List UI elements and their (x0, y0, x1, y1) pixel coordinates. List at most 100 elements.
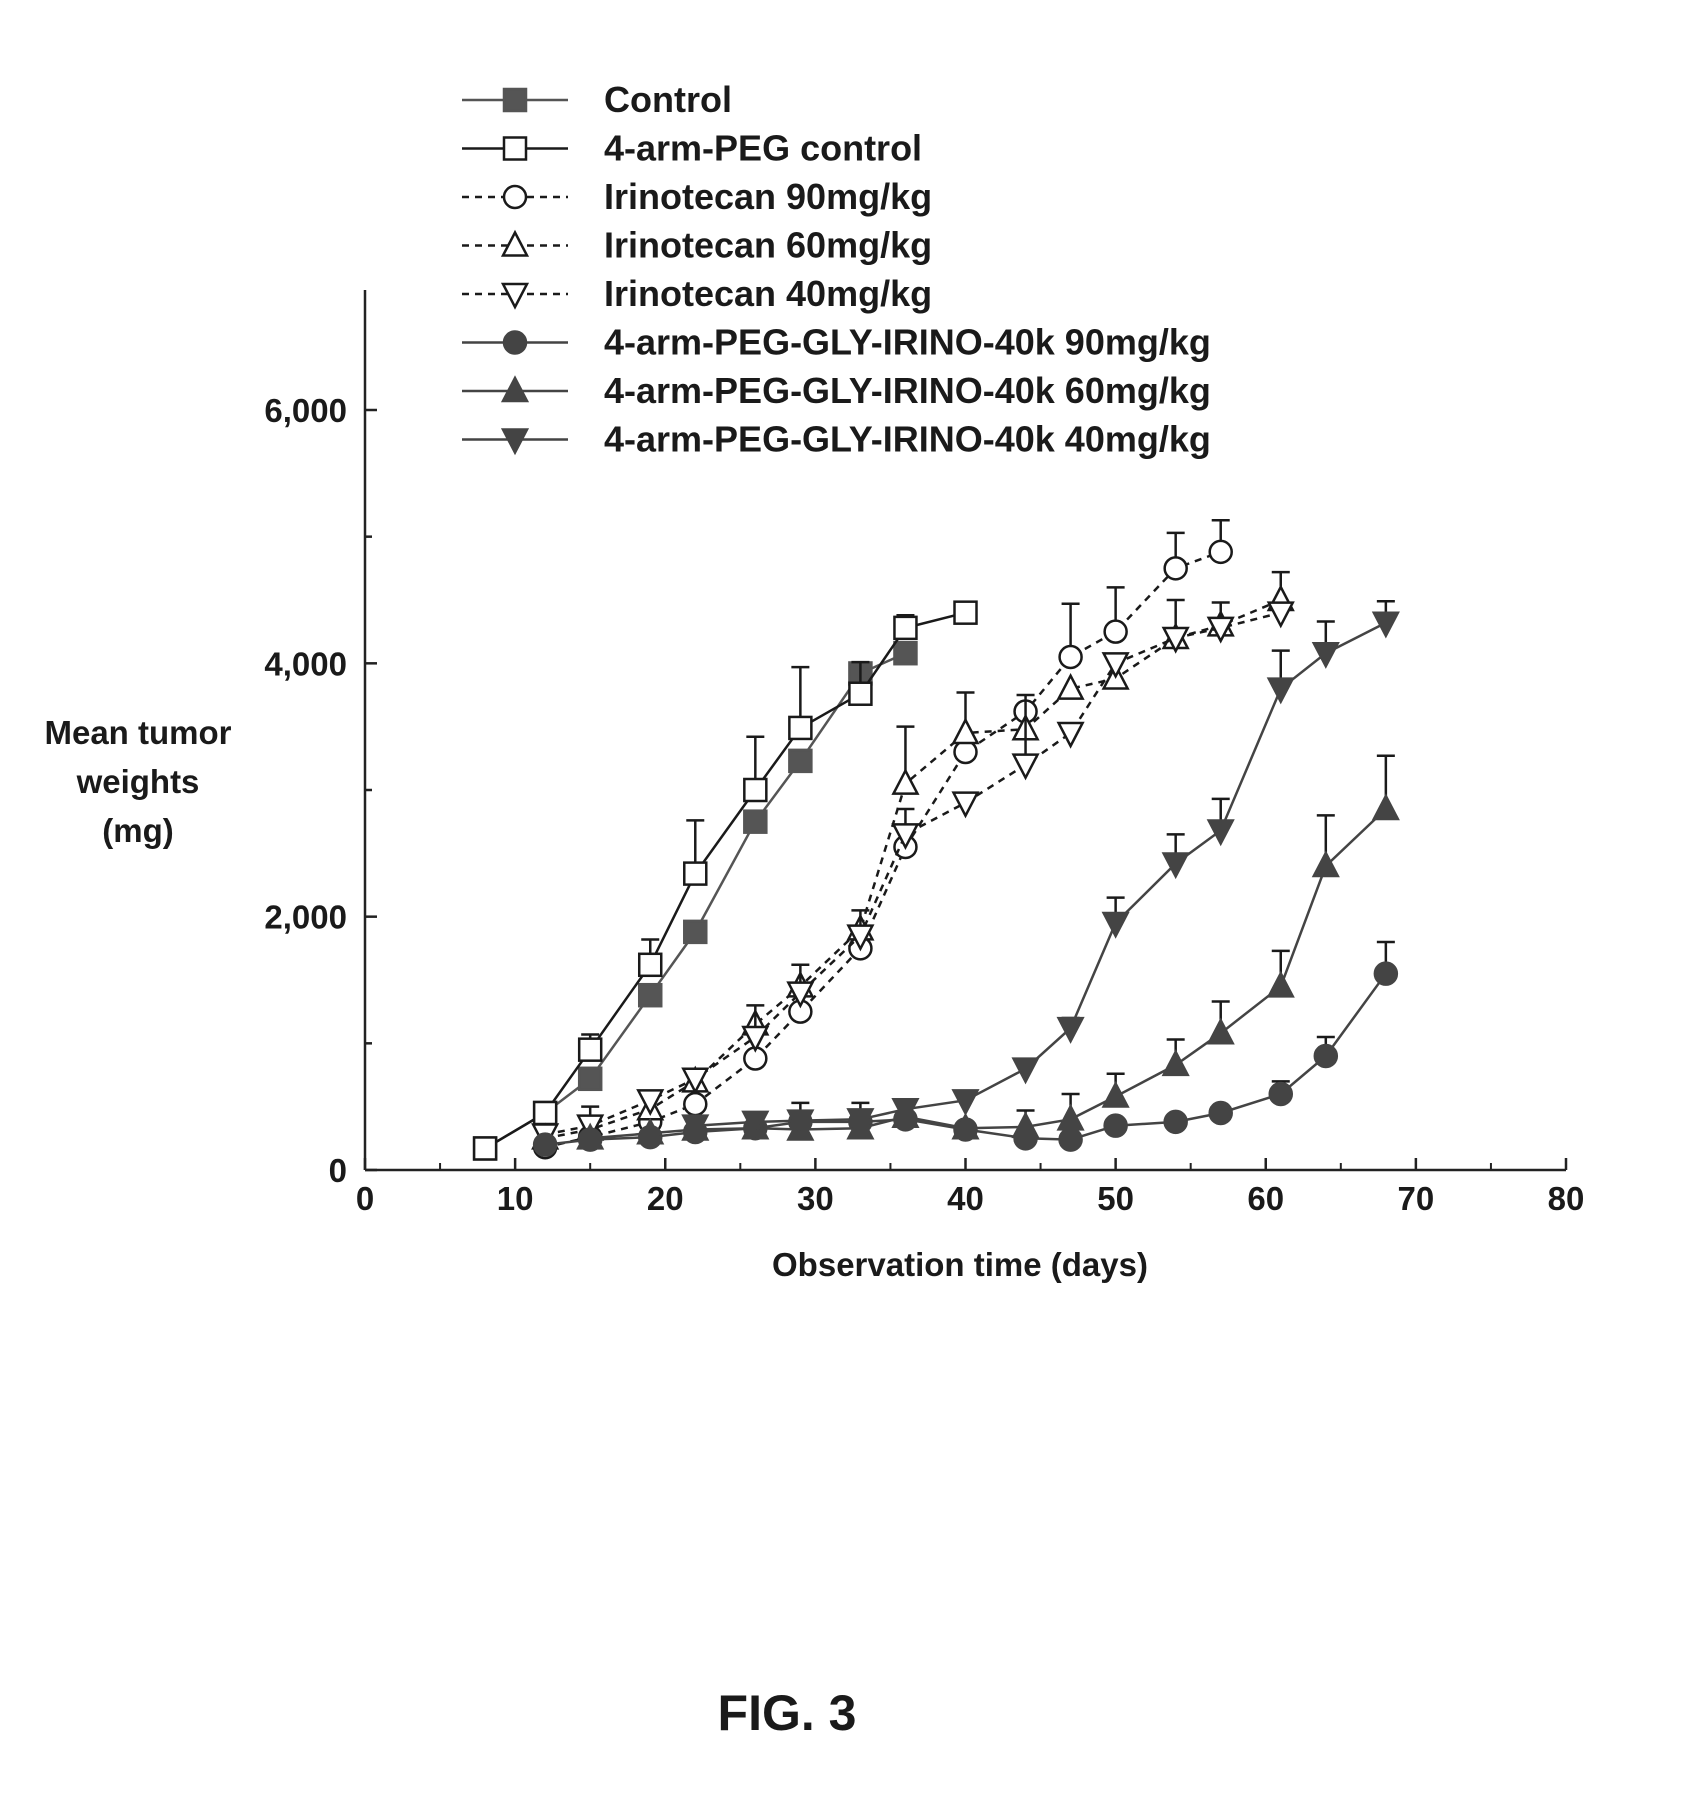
data-point (684, 1093, 706, 1115)
data-point (639, 984, 661, 1006)
legend: Control 4-arm-PEG control Irinotecan 90mg/… (462, 79, 1211, 460)
data-point (743, 1027, 767, 1050)
data-point (1104, 913, 1128, 936)
legend-label: 4-arm-PEG control (604, 128, 922, 169)
x-tick-label: 10 (497, 1180, 534, 1217)
data-point (1104, 1084, 1128, 1107)
y-axis-title-line: (mg) (102, 812, 173, 849)
data-point (1105, 621, 1127, 643)
data-point (1014, 1059, 1038, 1082)
data-point (894, 642, 916, 664)
legend-item: 4-arm-PEG-GLY-IRINO-40k 40mg/kg (462, 419, 1211, 460)
y-tick-label: 6,000 (264, 392, 347, 429)
legend-label: 4-arm-PEG-GLY-IRINO-40k 60mg/kg (604, 370, 1211, 411)
data-point (789, 750, 811, 772)
data-point (1270, 1083, 1292, 1105)
series-3 (534, 520, 1232, 1158)
legend-label: 4-arm-PEG-GLY-IRINO-40k 90mg/kg (604, 322, 1211, 363)
legend-label: Irinotecan 90mg/kg (604, 176, 932, 217)
data-point (893, 771, 917, 794)
legend-marker (504, 138, 526, 160)
data-point (1014, 755, 1038, 778)
legend-item: 4-arm-PEG-GLY-IRINO-40k 90mg/kg (462, 322, 1211, 363)
x-tick-label: 50 (1097, 1180, 1134, 1217)
legend-item: Irinotecan 90mg/kg (462, 176, 932, 217)
data-point (1059, 1106, 1083, 1129)
legend-marker (503, 430, 527, 453)
data-point (1210, 541, 1232, 563)
series-line (485, 613, 965, 1149)
legend-label: Irinotecan 60mg/kg (604, 225, 932, 266)
legend-marker (504, 332, 526, 354)
data-point (1209, 821, 1233, 844)
y-axis-title-line: weights (76, 763, 200, 800)
legend-marker (503, 378, 527, 401)
legend-item: Irinotecan 60mg/kg (462, 225, 932, 266)
data-point (534, 1134, 556, 1156)
data-point (955, 741, 977, 763)
x-tick-label: 0 (356, 1180, 374, 1217)
legend-marker (504, 89, 526, 111)
figure-caption: FIG. 3 (718, 1685, 857, 1741)
data-point (849, 683, 871, 705)
x-tick-label: 80 (1548, 1180, 1585, 1217)
data-point (744, 779, 766, 801)
data-point (639, 954, 661, 976)
series-layer (474, 520, 1398, 1159)
y-axis-title: Mean tumor weights (mg) (44, 714, 231, 849)
data-point (1165, 1111, 1187, 1133)
x-tick-label: 30 (797, 1180, 834, 1217)
data-point (1059, 1018, 1083, 1041)
data-point (1374, 796, 1398, 819)
x-axis-title: Observation time (days) (772, 1246, 1148, 1283)
data-point (1269, 973, 1293, 996)
data-point (534, 1102, 556, 1124)
y-tick-label: 4,000 (264, 645, 347, 682)
data-point (894, 617, 916, 639)
data-point (789, 717, 811, 739)
data-point (1060, 1129, 1082, 1151)
data-point (1105, 1115, 1127, 1137)
data-point (1165, 557, 1187, 579)
data-point (744, 811, 766, 833)
legend-label: 4-arm-PEG-GLY-IRINO-40k 40mg/kg (604, 419, 1211, 460)
x-tick-label: 70 (1398, 1180, 1435, 1217)
data-point (1060, 646, 1082, 668)
data-point (1375, 963, 1397, 985)
legend-item: 4-arm-PEG control (462, 128, 922, 169)
data-point (1210, 1102, 1232, 1124)
y-tick-label: 2,000 (264, 899, 347, 936)
data-point (474, 1137, 496, 1159)
legend-marker (504, 186, 526, 208)
data-point (579, 1068, 601, 1090)
legend-item: Control (462, 79, 732, 120)
data-point (1374, 613, 1398, 636)
legend-item: 4-arm-PEG-GLY-IRINO-40k 60mg/kg (462, 370, 1211, 411)
data-point (1315, 1045, 1337, 1067)
data-point (954, 793, 978, 816)
data-point (1269, 679, 1293, 702)
data-point (955, 602, 977, 624)
data-point (684, 921, 706, 943)
legend-marker (503, 284, 527, 307)
y-axis-title-line: Mean tumor (44, 714, 231, 751)
legend-label: Control (604, 79, 732, 120)
series-8 (683, 601, 1398, 1138)
y-tick-label: 0 (329, 1152, 347, 1189)
data-point (579, 1039, 601, 1061)
data-point (1269, 603, 1293, 626)
data-point (1209, 1020, 1233, 1043)
legend-item: Irinotecan 40mg/kg (462, 273, 932, 314)
series-2 (474, 602, 976, 1160)
legend-marker (503, 233, 527, 256)
data-point (1059, 723, 1083, 746)
series-line (545, 613, 1281, 1135)
data-point (684, 863, 706, 885)
x-tick-label: 60 (1247, 1180, 1284, 1217)
data-point (1314, 643, 1338, 666)
data-point (1164, 1052, 1188, 1075)
x-tick-label: 40 (947, 1180, 984, 1217)
x-tick-label: 20 (647, 1180, 684, 1217)
legend-label: Irinotecan 40mg/kg (604, 273, 932, 314)
